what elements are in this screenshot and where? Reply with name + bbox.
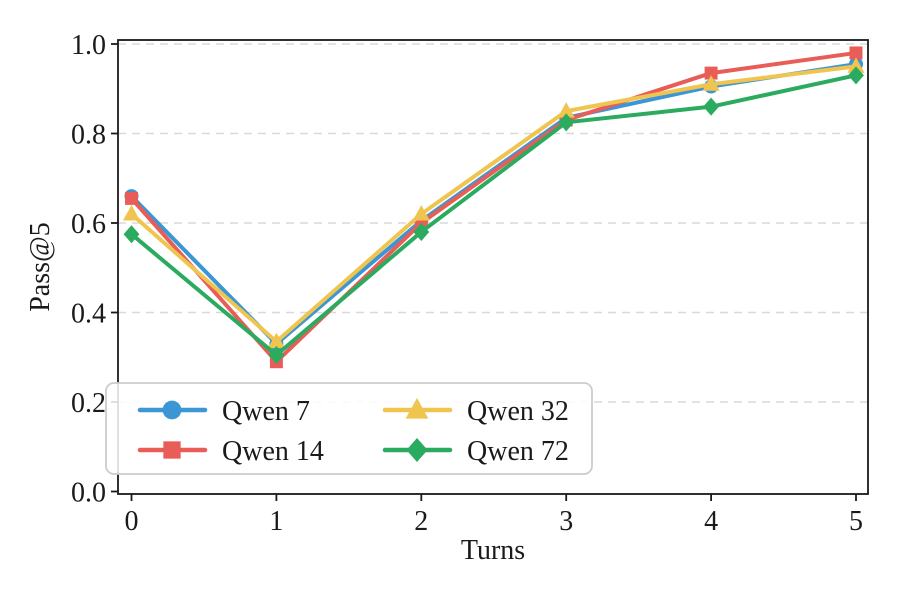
- x-tick-label-2: 2: [414, 506, 428, 537]
- legend-marker-qwen-7-icon: [162, 400, 182, 420]
- y-tick-label-0.2: 0.2: [71, 388, 106, 419]
- legend-marker-qwen-14-icon: [163, 441, 181, 459]
- marker-qwen-72-turn-2: [413, 222, 430, 241]
- legend-label-qwen-72: Qwen 72: [467, 436, 569, 467]
- x-tick-label-1: 1: [269, 506, 283, 537]
- series-line-qwen-7: [129, 62, 858, 346]
- x-axis-title: Turns: [461, 535, 525, 566]
- marker-qwen-14-turn-5: [849, 46, 863, 60]
- y-tick-label-0.4: 0.4: [71, 299, 106, 330]
- legend-entry-qwen-32: Qwen 32: [382, 396, 569, 427]
- y-axis-title: Pass@5: [25, 222, 56, 312]
- marker-qwen-72-turn-4: [703, 97, 720, 116]
- legend-entry-qwen-72: Qwen 72: [382, 436, 569, 467]
- marker-qwen-72-turn-5: [848, 66, 864, 85]
- marker-qwen-72-turn-0: [123, 225, 140, 244]
- legend-entry-qwen-7: Qwen 7: [137, 396, 310, 427]
- x-tick-label-4: 4: [704, 506, 718, 537]
- marker-qwen-72-turn-3: [558, 113, 575, 132]
- y-tick-label-0.6: 0.6: [71, 209, 106, 240]
- marker-qwen-14-turn-0: [125, 191, 138, 205]
- series-line-qwen-32: [129, 64, 858, 344]
- axes-layer: 0 1 2 3 4 5 0.0 0.2 0.4 0.6 0.8 1.0: [71, 30, 869, 537]
- marker-qwen-72-turn-1: [268, 346, 285, 365]
- x-tick-label-5: 5: [849, 506, 863, 537]
- marker-qwen-32-turn-5: [847, 57, 865, 73]
- marker-qwen-32-turn-2: [412, 205, 430, 221]
- legend-box: [105, 382, 593, 475]
- marker-qwen-32-turn-3: [557, 102, 575, 118]
- x-tick-label-0: 0: [125, 506, 139, 537]
- marker-qwen-32-turn-1: [267, 332, 285, 349]
- marker-qwen-32-turn-0: [122, 205, 141, 221]
- marker-qwen-14-turn-4: [704, 66, 718, 80]
- series-line-qwen-72: [129, 73, 858, 358]
- series-layer: [122, 46, 865, 369]
- legend: Qwen 7 Qwen 14 Qwen 32 Qwen 72: [105, 382, 593, 475]
- x-tick-label-3: 3: [559, 506, 573, 537]
- legend-label-qwen-32: Qwen 32: [467, 396, 569, 427]
- legend-entry-qwen-14: Qwen 14: [137, 436, 324, 467]
- marker-qwen-32-turn-4: [702, 75, 720, 91]
- y-tick-label-0.8: 0.8: [71, 120, 106, 151]
- legend-marker-qwen-32-icon: [405, 398, 429, 419]
- legend-marker-qwen-72-icon: [406, 438, 428, 462]
- legend-label-qwen-7: Qwen 7: [222, 396, 310, 427]
- y-tick-label-0.0: 0.0: [71, 478, 106, 509]
- y-tick-label-1.0: 1.0: [71, 30, 106, 61]
- plot-border: [117, 39, 869, 495]
- legend-label-qwen-14: Qwen 14: [222, 436, 324, 467]
